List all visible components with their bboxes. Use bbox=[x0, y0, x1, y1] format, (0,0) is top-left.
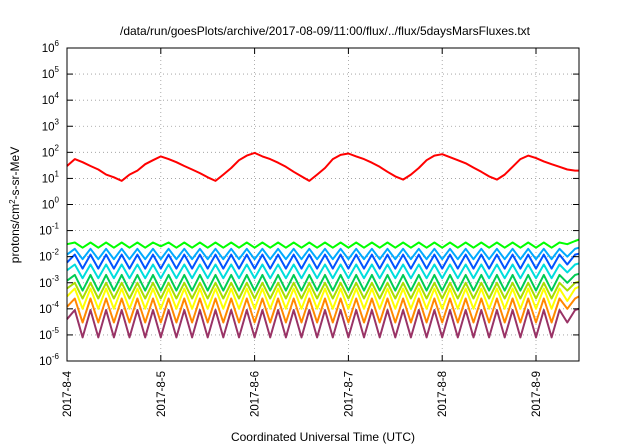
y-tick-label: 103 bbox=[42, 117, 60, 133]
y-tick-exponent: -2 bbox=[52, 248, 60, 257]
series-line-3 bbox=[66, 246, 580, 261]
y-tick-label: 10-5 bbox=[39, 326, 59, 342]
y-tick-exponent: 6 bbox=[55, 39, 60, 48]
y-tick-labels: 10610510410310210110010-110-210-310-410-… bbox=[39, 39, 59, 368]
y-tick-label: 101 bbox=[42, 169, 60, 185]
y-tick-base: 10 bbox=[42, 95, 55, 107]
y-tick-label: 10-2 bbox=[39, 248, 59, 264]
y-tick-exponent: 1 bbox=[55, 169, 60, 178]
y-tick-base: 10 bbox=[42, 43, 55, 55]
x-tick-label: 2017-8-4 bbox=[62, 370, 74, 417]
x-tick-label: 2017-8-5 bbox=[156, 371, 168, 417]
series-line-9 bbox=[66, 295, 580, 324]
y-tick-label: 10-6 bbox=[39, 352, 59, 368]
y-tick-base: 10 bbox=[42, 121, 55, 133]
y-tick-label: 10-1 bbox=[39, 222, 59, 238]
x-tick-labels: 2017-8-4 2017-8-5 2017-8-6 2017-8-7 2017-8-8… bbox=[62, 370, 543, 417]
y-axis-label-sup: 2 bbox=[8, 199, 17, 204]
y-axis-label: protons/cm2-s-sr-MeV bbox=[8, 147, 23, 263]
y-tick-label: 100 bbox=[42, 196, 60, 212]
series-line-1 bbox=[66, 151, 579, 182]
y-tick-exponent: 0 bbox=[55, 196, 60, 205]
x-tick-label: 2017-8-7 bbox=[343, 371, 355, 417]
y-tick-label: 10-3 bbox=[39, 274, 59, 290]
series-line-7 bbox=[66, 280, 580, 300]
y-tick-base: 10 bbox=[39, 356, 52, 368]
y-tick-label: 10-4 bbox=[39, 300, 59, 316]
y-tick-base: 10 bbox=[42, 200, 55, 212]
y-tick-label: 105 bbox=[42, 65, 60, 81]
y-tick-exponent: -1 bbox=[52, 222, 60, 231]
y-tick-exponent: -3 bbox=[52, 274, 60, 283]
y-axis-label-prefix: protons/cm bbox=[8, 204, 22, 263]
y-tick-exponent: 5 bbox=[55, 65, 60, 74]
y-tick-label: 106 bbox=[42, 39, 60, 55]
series-line-8 bbox=[66, 285, 580, 310]
y-tick-exponent: -5 bbox=[52, 326, 60, 335]
y-tick-base: 10 bbox=[39, 278, 52, 290]
series-group bbox=[66, 151, 580, 339]
y-tick-base: 10 bbox=[39, 330, 52, 342]
series-line-10 bbox=[66, 307, 580, 339]
x-tick-label: 2017-8-6 bbox=[250, 371, 262, 417]
y-tick-exponent: 2 bbox=[55, 143, 60, 152]
tick-marks bbox=[66, 47, 579, 362]
series-line-5 bbox=[66, 262, 580, 280]
x-tick-label: 2017-8-9 bbox=[531, 371, 543, 417]
y-tick-base: 10 bbox=[42, 173, 55, 185]
y-tick-base: 10 bbox=[42, 69, 55, 81]
series-line-4 bbox=[66, 252, 580, 270]
y-tick-label: 104 bbox=[42, 91, 60, 107]
y-tick-base: 10 bbox=[42, 147, 55, 159]
y-tick-exponent: 3 bbox=[55, 117, 60, 126]
y-tick-exponent: 4 bbox=[55, 91, 60, 100]
y-axis-label-suffix: -s-sr-MeV bbox=[8, 147, 22, 200]
y-tick-base: 10 bbox=[39, 226, 52, 238]
series-line-2 bbox=[66, 238, 580, 249]
y-tick-exponent: -4 bbox=[52, 300, 60, 309]
series-line-6 bbox=[66, 272, 580, 292]
x-axis-label: Coordinated Universal Time (UTC) bbox=[231, 430, 415, 444]
x-tick-label: 2017-8-8 bbox=[437, 371, 449, 417]
chart-title: /data/run/goesPlots/archive/2017-08-09/1… bbox=[120, 24, 531, 38]
y-tick-base: 10 bbox=[39, 252, 52, 264]
y-tick-exponent: -6 bbox=[52, 352, 60, 361]
y-tick-label: 102 bbox=[42, 143, 60, 159]
y-tick-base: 10 bbox=[39, 304, 52, 316]
